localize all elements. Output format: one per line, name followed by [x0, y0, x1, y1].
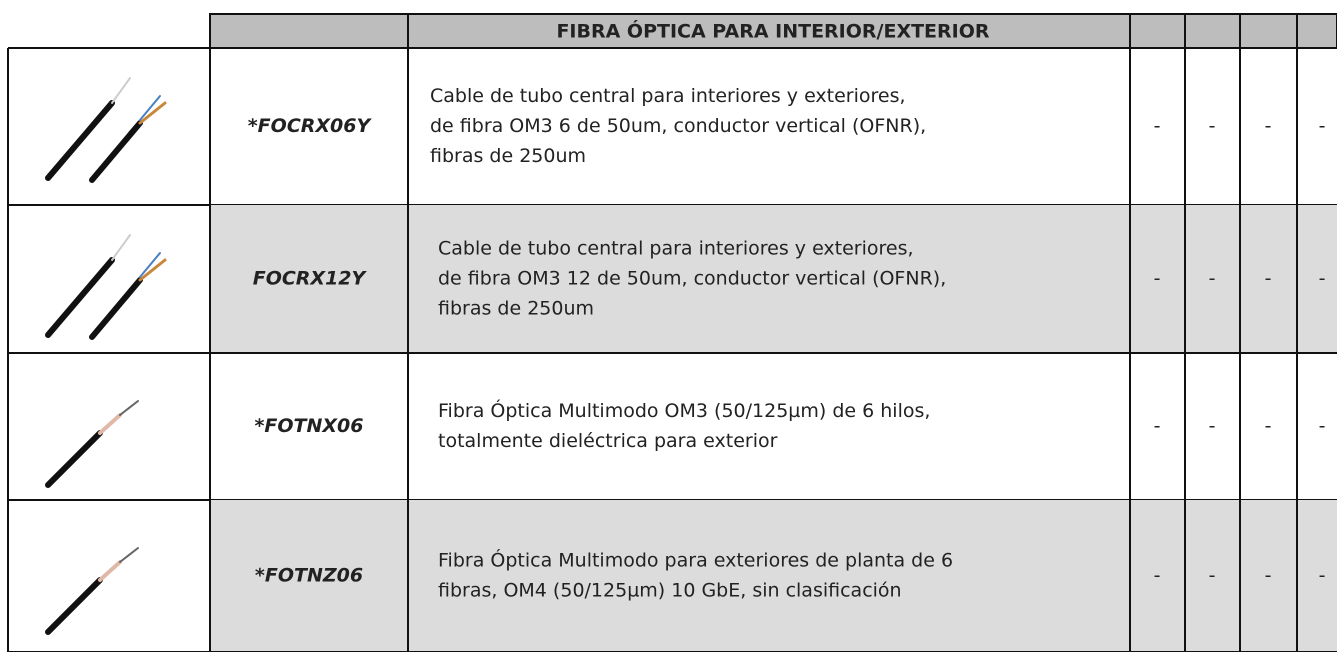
dash-cell: - [1209, 115, 1216, 137]
product-code: FOCRX12Y [253, 268, 368, 290]
cable-stroke [89, 120, 143, 183]
row-shade [210, 205, 1337, 353]
description-line: totalmente dieléctrica para exterior [438, 430, 778, 452]
dash-cell: - [1209, 565, 1216, 587]
cable-stroke [119, 400, 139, 416]
description-line: de fibra OM3 6 de 50um, conductor vertic… [430, 115, 926, 137]
cable-stroke [138, 101, 167, 125]
cable-icon [45, 77, 167, 183]
description-line: Fibra Óptica Multimodo para exteriores d… [438, 548, 953, 572]
description-line: fibras, OM4 (50/125µm) 10 GbE, sin clasi… [438, 580, 902, 602]
cable-stroke [98, 413, 122, 435]
product-code: *FOTNZ06 [255, 565, 363, 587]
dash-cell: - [1209, 415, 1216, 437]
dash-cell: - [1319, 115, 1326, 137]
dash-cell: - [1265, 268, 1272, 290]
dash-cell: - [1319, 268, 1326, 290]
description-line: fibras de 250um [438, 298, 594, 320]
dash-cell: - [1154, 415, 1161, 437]
description-line: Cable de tubo central para interiores y … [430, 85, 906, 107]
cable-stroke [111, 234, 131, 261]
cable-stroke [139, 252, 161, 278]
dash-cell: - [1265, 115, 1272, 137]
dash-cell: - [1319, 415, 1326, 437]
description-line: fibras de 250um [430, 145, 586, 167]
dash-cell: - [1154, 268, 1161, 290]
description-line: Cable de tubo central para interiores y … [438, 238, 914, 260]
cable-stroke [45, 257, 115, 338]
cable-stroke [111, 77, 131, 104]
product-code: *FOTNX06 [254, 415, 363, 437]
dash-cell: - [1265, 415, 1272, 437]
cable-stroke [138, 258, 167, 282]
row-shade [210, 500, 1337, 652]
cable-stroke [98, 560, 122, 582]
description-line: Fibra Óptica Multimodo OM3 (50/125µm) de… [438, 398, 930, 422]
dash-cell: - [1265, 565, 1272, 587]
header-title: FIBRA ÓPTICA PARA INTERIOR/EXTERIOR [556, 19, 989, 43]
dash-cell: - [1319, 565, 1326, 587]
cable-stroke [89, 277, 143, 340]
description-line: de fibra OM3 12 de 50um, conductor verti… [438, 268, 946, 290]
cable-icon [45, 234, 167, 340]
dash-cell: - [1154, 565, 1161, 587]
dash-cell: - [1209, 268, 1216, 290]
cable-stroke [45, 577, 103, 635]
dash-cell: - [1154, 115, 1161, 137]
product-code: *FOCRX06Y [248, 115, 373, 137]
cable-icon [45, 400, 139, 488]
cable-stroke [45, 100, 115, 181]
cable-stroke [119, 547, 139, 563]
cable-icon [45, 547, 139, 635]
cable-stroke [45, 430, 103, 488]
cable-stroke [139, 95, 161, 121]
